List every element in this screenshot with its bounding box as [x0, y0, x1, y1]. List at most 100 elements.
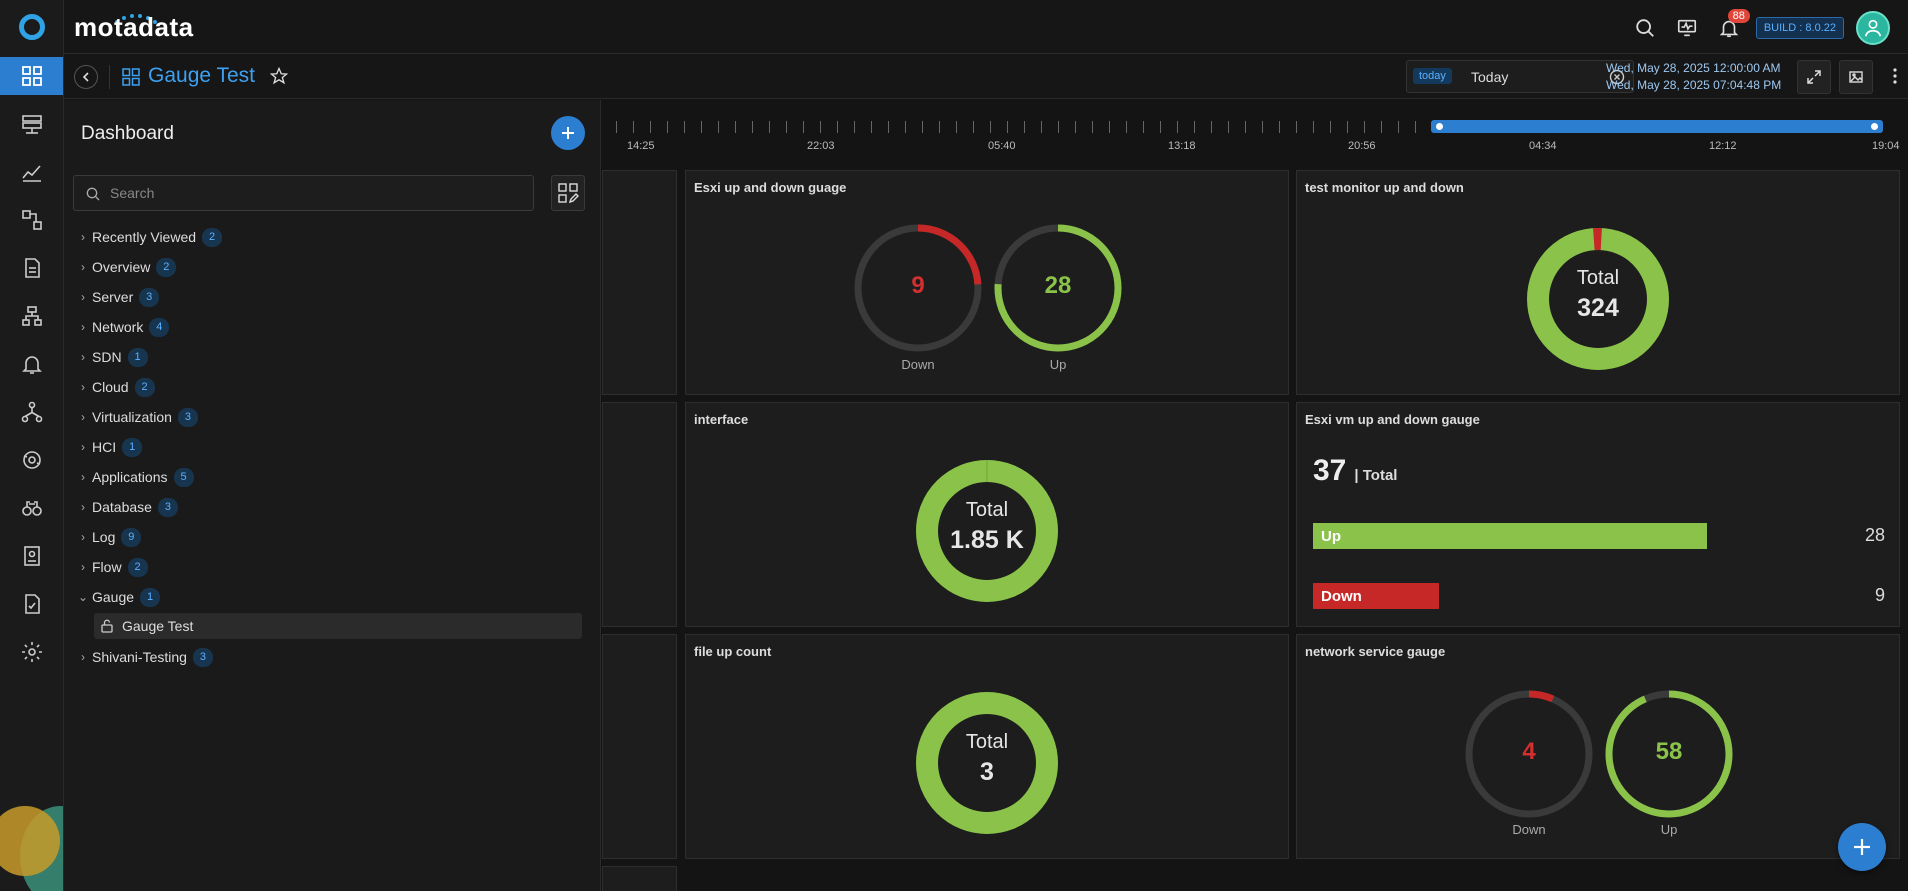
timeline-label: 05:40 [988, 140, 1016, 152]
tree-item[interactable]: › Network 4 [74, 312, 594, 342]
nav-network-icon[interactable] [0, 393, 63, 431]
timeline-tick [1160, 121, 1161, 133]
nav-topology-icon[interactable] [0, 297, 63, 335]
build-badge: BUILD : 8.0.22 [1755, 17, 1844, 39]
tree-child-gauge-test[interactable]: Gauge Test [94, 613, 582, 639]
down-value: 9 [911, 272, 925, 299]
widget-test-monitor[interactable]: test monitor up and down Total 324 [1296, 170, 1900, 395]
timeline-tick [1279, 121, 1280, 133]
down-label: Down [1512, 822, 1546, 837]
widget-network-service[interactable]: network service gauge 4 Down 58 Up [1296, 634, 1900, 859]
add-widget-button[interactable] [1838, 823, 1886, 871]
search-input[interactable] [110, 183, 520, 203]
widget-title: Esxi up and down guage [694, 180, 847, 195]
timeline-selected-range[interactable] [1431, 120, 1883, 133]
user-avatar[interactable] [1856, 11, 1890, 45]
widget-file-up[interactable]: file up count Total 3 [685, 634, 1289, 859]
timeline-bar[interactable]: 14:25 22:03 05:40 13:18 20:56 04:34 12:12 19:04 [602, 100, 1908, 162]
more-menu-icon[interactable] [1892, 67, 1898, 85]
nav-compliance-icon[interactable] [0, 585, 63, 623]
donut-center: Total 1.85 K [917, 499, 1057, 555]
chevron-right-icon[interactable]: › [81, 380, 85, 394]
chevron-right-icon[interactable]: › [81, 230, 85, 244]
dashboard-tree: › Recently Viewed 2 › Overview 2 › Server 3 › Netw… [74, 222, 594, 672]
timeline-tick [1143, 121, 1144, 133]
tree-item[interactable]: › Applications 5 [74, 462, 594, 492]
fullscreen-button[interactable] [1797, 60, 1831, 94]
timeline-tick [1364, 121, 1365, 133]
chevron-right-icon[interactable]: › [81, 500, 85, 514]
time-range-picker[interactable]: today Today [1406, 60, 1634, 93]
search-icon[interactable] [1630, 13, 1660, 43]
export-image-button[interactable] [1839, 60, 1873, 94]
timeline-tick [1007, 121, 1008, 133]
tree-item-count: 3 [177, 407, 198, 427]
chevron-right-icon[interactable]: › [81, 410, 85, 424]
widget-interface[interactable]: interface Total 1.85 K [685, 402, 1289, 627]
nav-metrics-icon[interactable] [0, 153, 63, 191]
nav-dashboard-icon[interactable] [0, 57, 63, 95]
chevron-right-icon[interactable]: › [81, 260, 85, 274]
notifications-bell-icon[interactable]: 88 [1714, 9, 1750, 43]
total-label: Total [965, 731, 1009, 753]
tree-item[interactable]: › Database 3 [74, 492, 594, 522]
up-gauge-chart [994, 224, 1122, 352]
tree-item[interactable]: › HCI 1 [74, 432, 594, 462]
gauge-down-arc [854, 224, 982, 352]
panel-title: Dashboard [81, 123, 174, 144]
app-logo-icon[interactable] [19, 14, 45, 40]
widget-card-partial [602, 170, 677, 395]
timeline-tick [1177, 121, 1178, 133]
back-button[interactable] [74, 65, 98, 89]
widget-esxi-vm[interactable]: Esxi vm up and down gauge 37 | Total Up … [1296, 402, 1900, 627]
chevron-right-icon[interactable]: › [81, 290, 85, 304]
chevron-right-icon[interactable]: › [81, 440, 85, 454]
tree-item-count: 1 [140, 587, 161, 607]
monitor-icon[interactable] [1672, 13, 1702, 43]
down-gauge-chart [1465, 690, 1593, 818]
nav-explorer-icon[interactable] [0, 489, 63, 527]
tree-item[interactable]: › Server 3 [74, 282, 594, 312]
nav-settings-icon[interactable] [0, 633, 63, 671]
widget-esxi-gauge[interactable]: Esxi up and down guage 9 Down 28 Up [685, 170, 1289, 395]
dashboard-panel: Dashboard › Recently Viewed 2 › Overview 2 › Se… [64, 100, 601, 891]
timeline-tick [1194, 121, 1195, 133]
total-value: 1.85 K [950, 526, 1024, 554]
gauge-down-arc [1465, 690, 1593, 818]
tree-item[interactable]: › Virtualization 3 [74, 402, 594, 432]
tree-item[interactable]: › Log 9 [74, 522, 594, 552]
nav-reports-icon[interactable] [0, 249, 63, 287]
widget-card-partial [602, 634, 677, 859]
chevron-right-icon[interactable]: › [81, 470, 85, 484]
nav-flow-icon[interactable] [0, 201, 63, 239]
tree-item[interactable]: › Shivani-Testing 3 [74, 642, 594, 672]
chevron-right-icon[interactable]: › [81, 530, 85, 544]
nav-inventory-icon[interactable] [0, 105, 63, 143]
nav-audit-icon[interactable] [0, 537, 63, 575]
chevron-right-icon[interactable]: › [81, 320, 85, 334]
dashboard-grid-icon [122, 68, 140, 86]
manage-widgets-button[interactable] [551, 175, 585, 211]
search-icon [86, 187, 100, 201]
tree-item[interactable]: › Flow 2 [74, 552, 594, 582]
chevron-right-icon[interactable]: › [81, 560, 85, 574]
nav-alerts-icon[interactable] [0, 345, 63, 383]
chevron-right-icon[interactable]: › [81, 650, 85, 664]
tree-item[interactable]: › SDN 1 [74, 342, 594, 372]
timeline-tick [667, 121, 668, 133]
tree-item[interactable]: › Overview 2 [74, 252, 594, 282]
clear-icon[interactable] [1609, 69, 1625, 85]
chevron-down-icon[interactable]: ⌄ [77, 590, 89, 604]
add-dashboard-button[interactable] [551, 116, 585, 150]
tree-item[interactable]: › Cloud 2 [74, 372, 594, 402]
nav-automation-icon[interactable] [0, 441, 63, 479]
tree-item[interactable]: ⌄ Gauge 1 [74, 582, 594, 612]
today-chip: today [1413, 68, 1452, 84]
tree-item[interactable]: › Recently Viewed 2 [74, 222, 594, 252]
brand-logo[interactable]: motadata [74, 12, 194, 42]
chevron-right-icon[interactable]: › [81, 350, 85, 364]
widget-title: file up count [694, 644, 772, 659]
plus-icon [1854, 839, 1870, 855]
favorite-star-icon[interactable] [270, 67, 288, 85]
